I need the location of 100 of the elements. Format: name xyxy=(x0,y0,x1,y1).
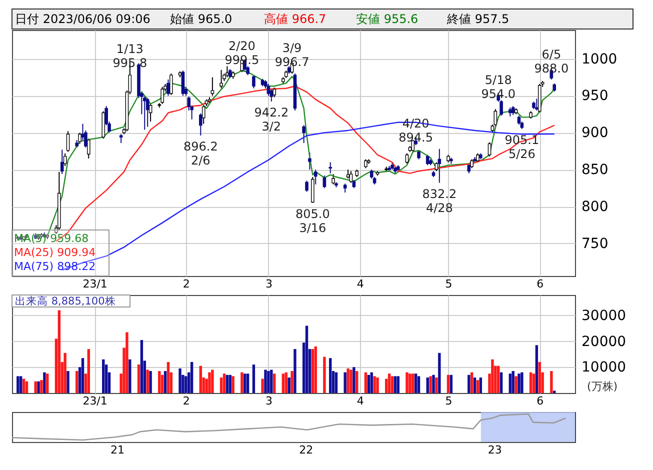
bar xyxy=(535,345,538,393)
bar xyxy=(350,370,352,393)
y-axis-title: (万株) xyxy=(587,380,618,393)
bar xyxy=(550,371,553,393)
bar xyxy=(520,372,524,393)
x-tick-label: 22 xyxy=(299,444,314,456)
text: 高値 966.7 xyxy=(264,12,326,26)
bar xyxy=(252,364,256,393)
bar xyxy=(470,372,474,393)
bar xyxy=(417,376,420,393)
bar xyxy=(126,332,128,393)
bar xyxy=(34,381,37,393)
candlestick xyxy=(500,100,503,116)
y-tick-label: 750 xyxy=(582,236,608,252)
annotation: 6/5 988.0 xyxy=(534,48,569,76)
bar xyxy=(367,374,370,393)
candlestick xyxy=(78,132,82,144)
bar xyxy=(46,374,49,393)
candlestick xyxy=(170,73,173,96)
bar xyxy=(264,370,267,393)
annotation: 2/20 999.5 xyxy=(224,39,260,68)
bar xyxy=(149,371,152,393)
candlestick xyxy=(160,86,164,104)
annotation: 1/13 995.8 xyxy=(112,42,148,70)
x-tick-label: 23/1 xyxy=(82,278,108,290)
x-tick-label: 2 xyxy=(182,278,190,290)
bar xyxy=(432,374,435,393)
bar xyxy=(66,371,70,393)
candlestick xyxy=(148,102,152,122)
bar xyxy=(412,374,414,393)
annotation: 832.2 4/28 xyxy=(422,186,457,215)
bar xyxy=(166,362,170,393)
bar xyxy=(160,374,164,393)
candlestick xyxy=(226,66,229,78)
bar xyxy=(267,371,270,393)
candlestick xyxy=(305,180,308,192)
bar xyxy=(164,371,167,393)
bar xyxy=(394,376,397,393)
candlestick xyxy=(302,124,306,144)
bar xyxy=(532,374,536,393)
candlestick xyxy=(199,112,202,136)
x-tick-label: 23/1 xyxy=(82,394,108,408)
text: 日付 2023/06/06 09:06 xyxy=(15,12,150,26)
bar xyxy=(226,374,229,393)
x-tick-label: 5 xyxy=(445,278,452,290)
candlestick xyxy=(181,70,185,96)
annotation: 5/18 954.0 xyxy=(481,72,516,101)
bar xyxy=(37,381,40,393)
bar xyxy=(16,376,20,393)
bar xyxy=(184,376,188,393)
bar xyxy=(426,377,429,393)
bar xyxy=(208,372,211,393)
bar xyxy=(388,374,391,393)
bar xyxy=(508,374,512,393)
bar xyxy=(199,366,202,393)
bar xyxy=(435,377,438,393)
x-tick-label: 23 xyxy=(488,444,502,456)
x-tick-label: 6 xyxy=(536,394,544,408)
bar xyxy=(356,371,358,393)
y-tick-label: 30000 xyxy=(582,308,626,324)
candlestick xyxy=(66,130,70,152)
x-tick-label: 4 xyxy=(356,278,364,290)
bar xyxy=(87,349,90,393)
bar xyxy=(514,376,518,393)
bar xyxy=(344,372,346,393)
bar xyxy=(500,372,503,393)
text: 安値 955.6 xyxy=(356,12,418,26)
candlestick xyxy=(438,148,442,184)
chart-title: 出来高 8,885,100株 xyxy=(15,294,116,308)
bar xyxy=(282,374,285,393)
bar xyxy=(346,368,350,393)
bar xyxy=(102,359,105,393)
y-tick-label: 900 xyxy=(582,125,608,142)
bar xyxy=(146,370,149,393)
candlestick xyxy=(488,142,492,157)
candlestick xyxy=(311,176,314,204)
bar xyxy=(390,376,394,393)
annotation: 896.2 2/6 xyxy=(183,139,218,168)
x-tick-label: 3 xyxy=(265,278,272,290)
bar xyxy=(314,346,317,393)
x-tick-label: 3 xyxy=(265,394,272,408)
y-tick-label: 800 xyxy=(582,199,608,216)
candlestick xyxy=(60,149,64,175)
bar xyxy=(396,376,400,393)
bar xyxy=(323,356,326,393)
text: 終値 957.5 xyxy=(446,12,510,26)
y-tick-label: 20000 xyxy=(582,334,626,350)
candlestick xyxy=(535,98,538,112)
annotation: 3/9 996.7 xyxy=(274,41,310,70)
bar xyxy=(450,374,453,393)
bar xyxy=(22,378,26,393)
x-tick-label: 21 xyxy=(110,444,124,456)
x-tick-label: 5 xyxy=(445,394,452,408)
annotation: 805.0 3/16 xyxy=(295,206,330,235)
bar xyxy=(497,366,500,393)
candlestick xyxy=(63,152,67,166)
bar xyxy=(370,372,373,393)
bar xyxy=(518,374,520,393)
bar xyxy=(468,374,470,393)
bar xyxy=(446,374,450,393)
